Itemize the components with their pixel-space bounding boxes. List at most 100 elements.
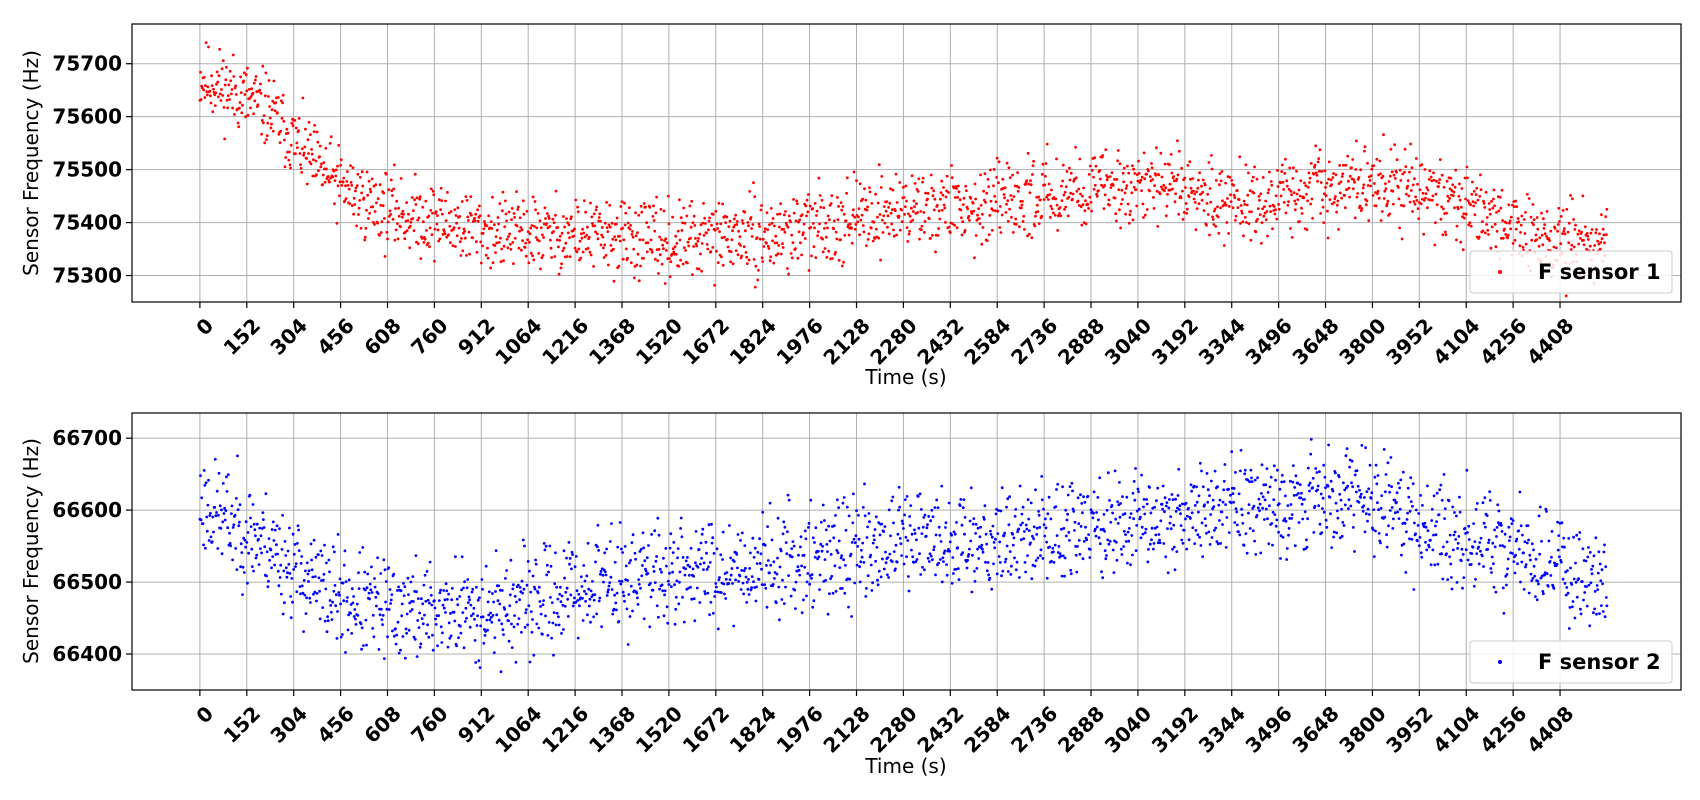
- data-point: [1177, 212, 1181, 216]
- data-point: [1466, 199, 1470, 203]
- data-point: [840, 554, 844, 557]
- data-point: [765, 564, 768, 567]
- data-point: [882, 567, 886, 571]
- data-point: [819, 520, 823, 524]
- data-point: [944, 526, 947, 529]
- data-point: [842, 212, 846, 216]
- data-point: [562, 549, 566, 553]
- data-point: [688, 204, 692, 208]
- data-point: [986, 561, 990, 564]
- data-point: [481, 244, 484, 248]
- data-point: [1601, 610, 1605, 613]
- data-point: [956, 184, 960, 188]
- data-point: [763, 543, 767, 547]
- data-point: [691, 221, 695, 225]
- data-point: [230, 512, 233, 515]
- data-point: [877, 521, 881, 525]
- data-point: [429, 586, 433, 589]
- data-point: [1111, 511, 1114, 515]
- data-point: [1407, 495, 1411, 499]
- data-point: [386, 635, 389, 639]
- data-point: [696, 239, 700, 243]
- data-point: [897, 508, 900, 512]
- data-point: [612, 279, 616, 283]
- data-point: [328, 180, 331, 184]
- data-point: [945, 563, 948, 566]
- data-point: [337, 591, 341, 594]
- data-point: [876, 583, 880, 587]
- data-point: [224, 509, 228, 512]
- data-point: [571, 604, 575, 608]
- data-point: [1265, 210, 1269, 213]
- plot-frame: [131, 412, 1682, 691]
- data-point: [894, 209, 897, 213]
- y-tick-label: 75300: [52, 264, 122, 288]
- data-point: [1342, 481, 1345, 485]
- data-point: [326, 175, 330, 178]
- data-point: [329, 610, 333, 614]
- data-point: [555, 611, 559, 615]
- data-point: [681, 556, 685, 559]
- data-point: [613, 235, 616, 239]
- data-point: [970, 212, 974, 215]
- data-point: [629, 261, 633, 265]
- data-point: [1160, 185, 1163, 189]
- data-point: [955, 226, 959, 230]
- data-point: [1093, 183, 1097, 187]
- data-point: [557, 245, 560, 249]
- data-point: [540, 256, 544, 260]
- legend: F sensor 2: [1469, 640, 1673, 684]
- data-point: [570, 567, 573, 571]
- data-point: [1440, 552, 1443, 556]
- data-point: [1284, 494, 1287, 498]
- data-point: [932, 208, 936, 212]
- data-point: [291, 600, 294, 604]
- data-point: [454, 555, 457, 559]
- data-point: [972, 209, 976, 213]
- data-point: [649, 595, 653, 599]
- data-point: [1327, 177, 1330, 181]
- data-point: [686, 240, 690, 244]
- data-point: [787, 498, 791, 502]
- data-point: [1031, 164, 1035, 168]
- data-point: [608, 540, 612, 543]
- data-point: [221, 94, 225, 97]
- data-point: [1433, 563, 1437, 567]
- data-point: [1291, 177, 1295, 180]
- data-point: [235, 568, 239, 571]
- data-point: [1199, 544, 1203, 547]
- data-point: [768, 223, 771, 227]
- data-point: [454, 214, 458, 217]
- data-point: [545, 563, 549, 567]
- data-point: [673, 245, 677, 249]
- data-point: [1131, 491, 1135, 495]
- data-point: [865, 244, 868, 248]
- data-point: [785, 552, 789, 556]
- data-point: [1383, 515, 1387, 519]
- data-point: [1493, 204, 1496, 208]
- data-point: [1035, 533, 1039, 536]
- data-point: [1193, 201, 1197, 204]
- data-point: [739, 539, 742, 542]
- data-point: [1247, 222, 1251, 226]
- data-point: [600, 233, 603, 237]
- data-point: [707, 219, 711, 223]
- data-point: [1303, 181, 1306, 185]
- x-tick-label: 3952: [1381, 313, 1437, 369]
- data-point: [1189, 483, 1193, 487]
- data-point: [781, 578, 784, 582]
- data-point: [310, 152, 314, 156]
- data-point: [438, 237, 442, 241]
- data-point: [760, 204, 763, 207]
- data-point: [729, 260, 732, 264]
- data-point: [999, 509, 1003, 513]
- data-point: [1263, 205, 1266, 209]
- data-point: [420, 617, 424, 620]
- data-point: [798, 218, 802, 222]
- data-point: [674, 252, 678, 256]
- data-point: [1069, 572, 1073, 576]
- data-point: [877, 163, 881, 167]
- data-point: [392, 572, 396, 576]
- data-point: [922, 516, 926, 519]
- data-point: [335, 637, 339, 640]
